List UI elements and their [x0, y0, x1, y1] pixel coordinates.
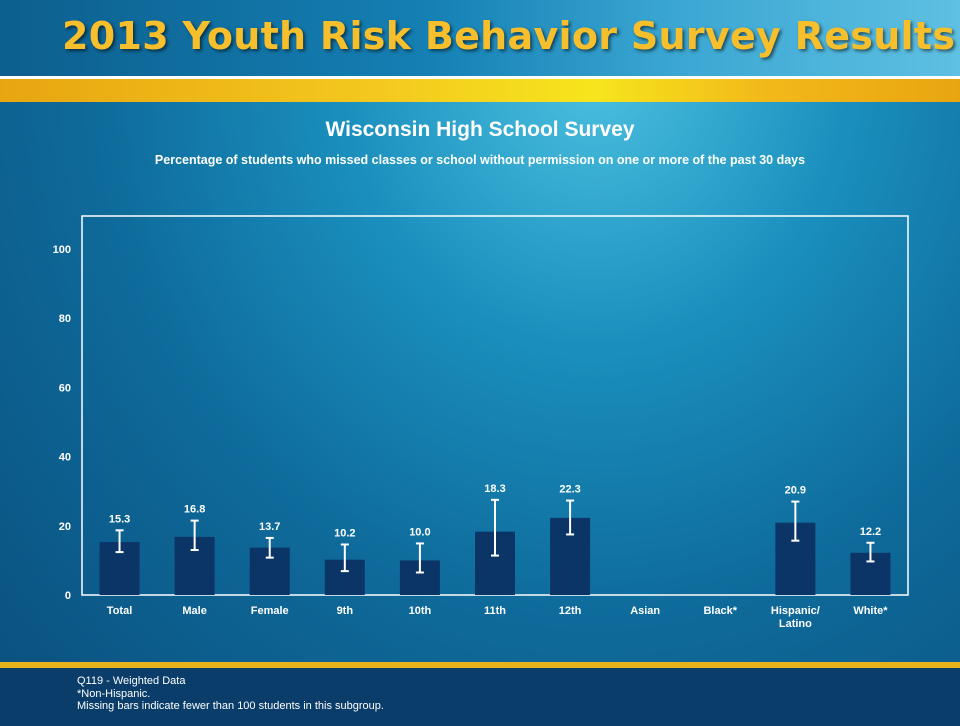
footnote-non-hispanic: *Non-Hispanic.	[77, 687, 151, 700]
x-tick-label: Hispanic/Latino	[771, 605, 820, 630]
x-tick-label: Female	[251, 605, 289, 617]
banner-divider	[0, 76, 960, 79]
chart-title: Wisconsin High School Survey	[325, 118, 635, 141]
y-tick-label: 80	[59, 313, 71, 325]
data-label: 10.2	[334, 527, 355, 539]
x-tick-label: 9th	[337, 605, 354, 617]
footnote-missing-bars: Missing bars indicate fewer than 100 stu…	[77, 700, 384, 712]
y-tick-label: 60	[59, 382, 71, 394]
survey-title: 2013 Youth Risk Behavior Survey Results	[62, 14, 956, 58]
y-tick-label: 0	[65, 590, 71, 602]
x-tick-label: Male	[182, 605, 206, 617]
data-label: 20.9	[785, 485, 806, 497]
bar-chart: 0 20 40 60 80 100 15.3 Total 16.8 Male 13.7 Female 1…	[53, 244, 891, 630]
y-tick-label: 100	[53, 244, 71, 256]
x-tick-label: 11th	[484, 605, 506, 617]
x-tick-label: 12th	[559, 605, 582, 617]
data-label: 22.3	[559, 484, 580, 496]
data-label: 10.0	[409, 526, 430, 538]
footnote-data-source: Q119 - Weighted Data	[77, 675, 186, 687]
x-tick-label: 10th	[409, 605, 432, 617]
footnotes: Q119 - Weighted Data *Non-Hispanic. Miss…	[77, 675, 384, 713]
x-tick-label: White*	[853, 605, 888, 617]
y-tick-label: 20	[59, 521, 71, 533]
data-label: 18.3	[484, 483, 505, 495]
x-tick-label: Black*	[703, 605, 737, 617]
data-label: 13.7	[259, 521, 280, 533]
chart-subtitle: Percentage of students who missed classe…	[154, 153, 806, 167]
x-tick-label: Asian	[630, 605, 660, 617]
x-tick-label: Total	[107, 605, 132, 617]
y-tick-label: 40	[59, 452, 71, 464]
data-label: 15.3	[109, 513, 130, 525]
data-label: 12.2	[860, 526, 881, 538]
data-label: 16.8	[184, 504, 205, 516]
footer-band	[0, 662, 960, 726]
gold-band	[0, 79, 960, 102]
chart-titles: Wisconsin High School Survey Percentage …	[0, 116, 960, 168]
title-banner: 2013 Youth Risk Behavior Survey Results	[0, 0, 960, 76]
